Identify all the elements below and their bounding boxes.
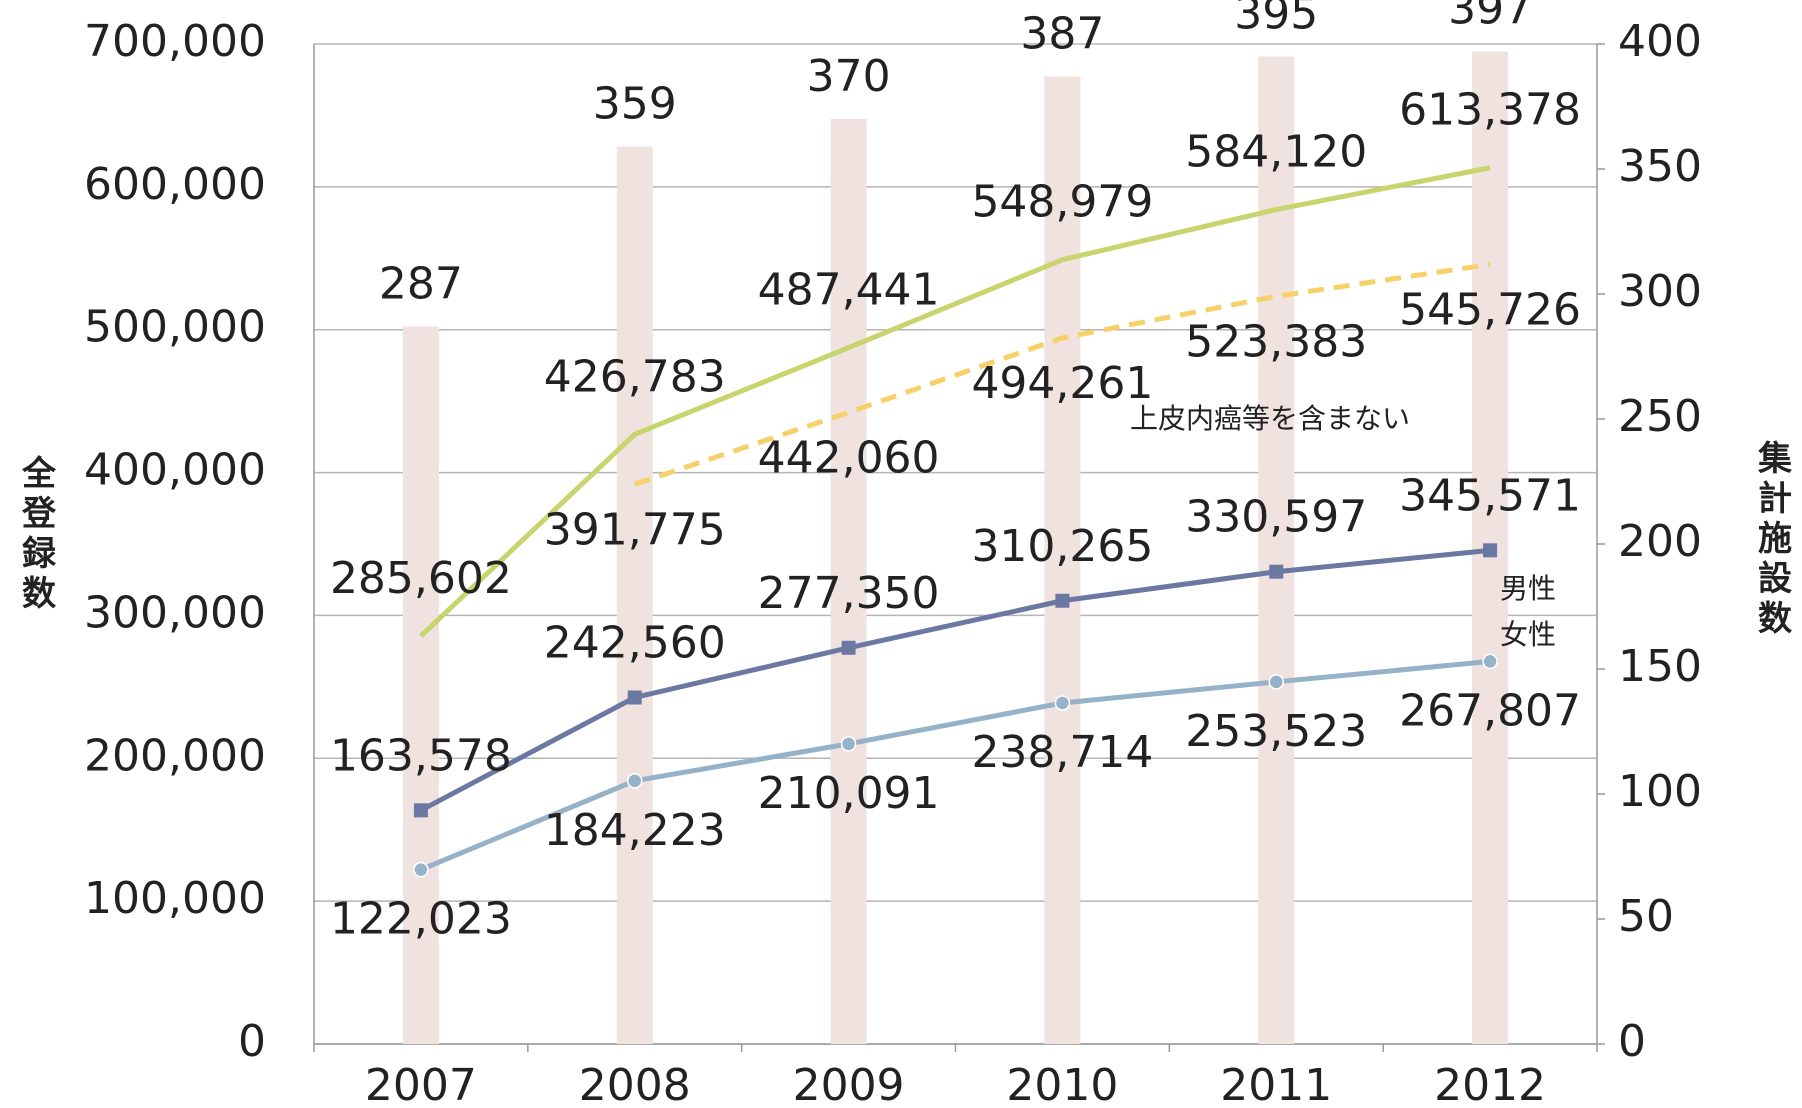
data-label: 210,091 xyxy=(758,768,940,819)
data-label: 238,714 xyxy=(971,727,1153,778)
data-label: 370 xyxy=(807,51,891,102)
data-label: 287 xyxy=(379,259,463,310)
data-label: 548,979 xyxy=(971,177,1153,228)
bar xyxy=(616,146,653,1044)
data-label: 397 xyxy=(1448,0,1532,35)
data-label: 330,597 xyxy=(1185,492,1367,543)
line xyxy=(633,261,1491,487)
data-label: 285,602 xyxy=(330,553,512,604)
data-label: 267,807 xyxy=(1399,685,1581,736)
marker xyxy=(1269,564,1284,579)
y2-tick-label: 200 xyxy=(1618,516,1702,567)
series-name: 上皮内癌等を含まない xyxy=(1130,402,1410,435)
y2-tick-label: 350 xyxy=(1618,141,1702,192)
y-tick-label: 400,000 xyxy=(84,445,266,496)
data-label: 487,441 xyxy=(758,265,940,316)
y2-tick-label: 400 xyxy=(1618,16,1702,67)
marker xyxy=(627,773,643,789)
line xyxy=(419,165,1491,638)
marker xyxy=(413,803,428,818)
x-tick-label: 2008 xyxy=(579,1060,691,1108)
y-tick-label: 300,000 xyxy=(84,587,266,638)
y2-axis-label: 集計施設数 xyxy=(1752,440,1793,640)
marker xyxy=(1483,543,1498,558)
x-tick-label: 2011 xyxy=(1220,1060,1332,1108)
data-label: 163,578 xyxy=(330,730,512,781)
y2-tick-label: 150 xyxy=(1618,641,1702,692)
y2-tick-label: 50 xyxy=(1618,891,1674,942)
x-tick-label: 2010 xyxy=(1006,1060,1118,1108)
marker xyxy=(1482,653,1498,670)
y-tick-label: 200,000 xyxy=(84,730,266,781)
y-axis-label: 全登録数 xyxy=(16,454,57,615)
x-tick-label: 2007 xyxy=(365,1060,477,1108)
y2-tick-label: 100 xyxy=(1618,766,1702,817)
y-tick-label: 700,000 xyxy=(84,16,266,67)
y-tick-label: 0 xyxy=(238,1016,266,1067)
data-label: 391,775 xyxy=(544,504,726,555)
data-label: 494,261 xyxy=(971,358,1153,409)
data-label: 345,571 xyxy=(1399,470,1581,521)
marker xyxy=(627,690,642,705)
line xyxy=(419,547,1491,813)
bar xyxy=(402,326,439,1044)
marker xyxy=(413,861,429,878)
series-name: 女性 xyxy=(1500,618,1556,651)
bar xyxy=(830,119,867,1044)
data-label: 523,383 xyxy=(1185,316,1367,367)
data-label: 253,523 xyxy=(1185,706,1367,757)
data-label: 122,023 xyxy=(330,894,512,945)
x-tick-label: 2012 xyxy=(1434,1060,1546,1108)
data-label: 277,350 xyxy=(758,568,940,619)
data-label: 426,783 xyxy=(544,351,726,402)
data-label: 387 xyxy=(1020,9,1104,60)
line xyxy=(419,658,1491,872)
data-label: 242,560 xyxy=(544,617,726,668)
data-label: 584,120 xyxy=(1185,127,1367,178)
data-label: 359 xyxy=(593,79,677,130)
data-label: 310,265 xyxy=(971,521,1153,572)
marker xyxy=(840,736,857,752)
marker xyxy=(1054,695,1071,711)
data-label: 613,378 xyxy=(1399,85,1581,136)
x-tick-label: 2009 xyxy=(793,1060,905,1108)
y-tick-label: 600,000 xyxy=(84,159,266,210)
y-tick-label: 100,000 xyxy=(84,873,266,924)
y2-tick-label: 0 xyxy=(1618,1016,1646,1067)
marker xyxy=(841,640,856,655)
data-label: 184,223 xyxy=(544,805,726,856)
marker xyxy=(1268,674,1284,690)
y-tick-label: 500,000 xyxy=(84,302,266,353)
y2-tick-label: 300 xyxy=(1618,266,1702,317)
series-name: 男性 xyxy=(1500,572,1556,605)
bar xyxy=(1044,76,1081,1044)
marker xyxy=(1055,593,1070,608)
bar xyxy=(1258,56,1295,1044)
data-label: 442,060 xyxy=(758,432,940,483)
data-label: 545,726 xyxy=(1399,284,1581,335)
y2-tick-label: 250 xyxy=(1618,391,1702,442)
data-label: 395 xyxy=(1234,0,1318,40)
